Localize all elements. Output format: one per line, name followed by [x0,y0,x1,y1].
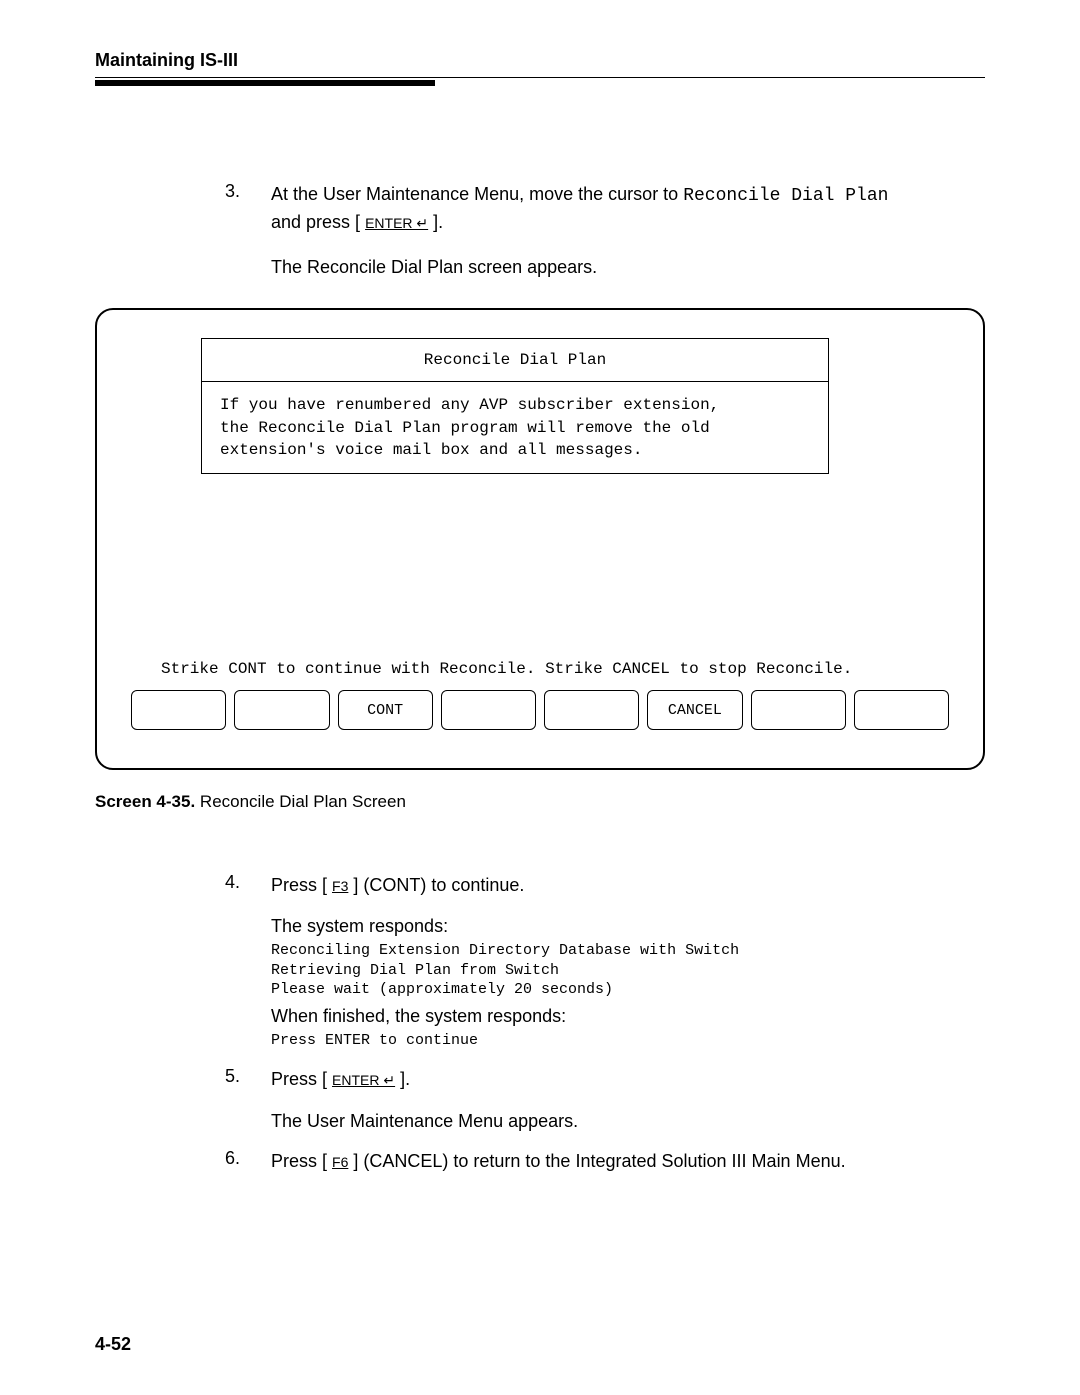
step-5: 5. Press [ ENTER ↵ ]. [225,1066,945,1092]
terminal-line: If you have renumbered any AVP subscribe… [220,394,810,416]
body-lower: 4. Press [ F3 ] (CONT) to continue. The … [225,872,945,1173]
terminal-screen: Reconcile Dial Plan If you have renumber… [95,308,985,770]
fkey-f1[interactable] [131,690,226,730]
body: 3. At the User Maintenance Menu, move th… [225,181,945,278]
step-text: Press [ F3 ] (CONT) to continue. [271,872,945,898]
text: Press [ [271,875,332,895]
caption-rest: Reconcile Dial Plan Screen [195,792,406,811]
text: ] (CANCEL) to return to the Integrated S… [348,1151,845,1171]
fkey-row: CONT CANCEL [131,690,949,730]
step-4: 4. Press [ F3 ] (CONT) to continue. [225,872,945,898]
step-number: 6. [225,1148,271,1174]
step-number: 3. [225,181,271,235]
fkey-f2[interactable] [234,690,329,730]
mono-block: Press ENTER to continue [271,1031,945,1051]
text: Press [ [271,1151,332,1171]
mono-text: Reconcile Dial Plan [683,186,888,206]
step-6: 6. Press [ F6 ] (CANCEL) to return to th… [225,1148,945,1174]
text: ] (CONT) to continue. [348,875,524,895]
text: and press [ [271,212,365,232]
rule-thin [95,77,985,78]
enter-key: ENTER ↵ [332,1072,395,1088]
text: At the User Maintenance Menu, move the c… [271,184,683,204]
page-number: 4-52 [95,1334,131,1355]
f3-key: F3 [332,878,348,894]
f6-key: F6 [332,1154,348,1170]
terminal-title: Reconcile Dial Plan [201,338,829,381]
finished-block: Press ENTER to continue [271,1031,945,1051]
fkey-cancel[interactable]: CANCEL [647,690,742,730]
step-number: 4. [225,872,271,898]
fkey-f5[interactable] [544,690,639,730]
step-text: At the User Maintenance Menu, move the c… [271,181,945,235]
mono-block: Reconciling Extension Directory Database… [271,941,945,1000]
terminal-gap [131,474,949,654]
terminal-body: If you have renumbered any AVP subscribe… [201,381,829,474]
rule-thick [95,80,435,86]
fkey-cont[interactable]: CONT [338,690,433,730]
step-text: Press [ ENTER ↵ ]. [271,1066,945,1092]
terminal-line: the Reconcile Dial Plan program will rem… [220,417,810,439]
text: ]. [395,1069,410,1089]
text: Press [ [271,1069,332,1089]
fkey-f4[interactable] [441,690,536,730]
caption-bold: Screen 4-35. [95,792,195,811]
fkey-f8[interactable] [854,690,949,730]
system-responds-block: Reconciling Extension Directory Database… [271,941,945,1000]
step-3: 3. At the User Maintenance Menu, move th… [225,181,945,235]
header-title: Maintaining IS-III [95,50,985,71]
step-text: Press [ F6 ] (CANCEL) to return to the I… [271,1148,945,1174]
figure-caption: Screen 4-35. Reconcile Dial Plan Screen [95,792,985,812]
terminal-line: extension's voice mail box and all messa… [220,439,810,461]
page-header: Maintaining IS-III [95,50,985,86]
step-follow: The Reconcile Dial Plan screen appears. [271,257,945,278]
step-follow: The User Maintenance Menu appears. [271,1111,945,1132]
system-responds-label: The system responds: [271,916,945,937]
fkey-f7[interactable] [751,690,846,730]
step-number: 5. [225,1066,271,1092]
terminal-hint: Strike CONT to continue with Reconcile. … [161,660,949,678]
enter-key: ENTER ↵ [365,215,428,231]
text: ]. [428,212,443,232]
finished-label: When finished, the system responds: [271,1006,945,1027]
